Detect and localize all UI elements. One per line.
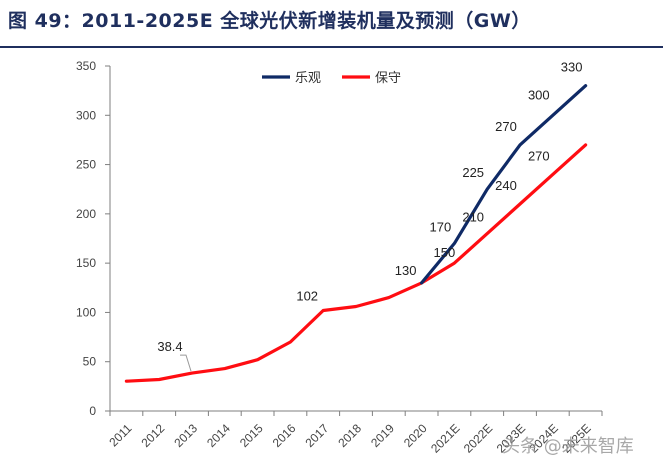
x-tick-label: 2021E <box>428 421 462 455</box>
y-axis-ticks: 0 50 100 150 200 250 300 350 <box>76 59 110 418</box>
data-label: 130 <box>395 263 417 278</box>
data-label: 225 <box>462 165 484 180</box>
data-label: 102 <box>296 288 318 303</box>
data-label: 210 <box>462 210 484 225</box>
x-tick-label: 2016 <box>270 421 299 450</box>
x-tick-label: 2019 <box>368 421 397 450</box>
y-tick-label: 350 <box>76 59 96 73</box>
y-tick-label: 50 <box>83 355 97 369</box>
chart-axes <box>109 66 602 412</box>
x-tick-label: 2013 <box>171 421 200 450</box>
x-tick-label: 2014 <box>204 421 233 450</box>
data-label: 150 <box>434 245 456 260</box>
data-label: 170 <box>430 219 452 234</box>
y-tick-label: 200 <box>76 207 96 221</box>
chart-legend: 乐观 保守 <box>262 70 401 85</box>
data-label: 300 <box>528 87 550 102</box>
x-tick-label: 2022E <box>461 421 495 455</box>
x-tick-label: 2017 <box>303 421 332 450</box>
y-tick-label: 0 <box>89 404 96 418</box>
data-label: 38.4 <box>157 339 182 354</box>
legend-label: 乐观 <box>295 70 321 85</box>
y-tick-label: 250 <box>76 158 96 172</box>
y-tick-label: 100 <box>76 305 96 319</box>
series-line <box>420 84 588 285</box>
x-tick-label: 2015 <box>237 421 266 450</box>
data-label: 330 <box>561 60 583 75</box>
data-label: 240 <box>495 178 517 193</box>
x-tick-label: 2012 <box>139 421 168 450</box>
series-line <box>124 143 588 383</box>
legend-label: 保守 <box>375 70 401 85</box>
data-label: 270 <box>528 148 550 163</box>
x-tick-label: 2011 <box>106 421 134 449</box>
x-tick-label: 2020 <box>401 421 430 450</box>
data-labels: 170 225 270 300 330 38.4 102 130 150 210 240 270 <box>157 60 583 372</box>
x-tick-label: 2018 <box>335 421 364 450</box>
chart-series <box>124 84 588 383</box>
watermark: 头条 @未来智库 <box>502 436 634 457</box>
title-divider <box>0 46 663 48</box>
label-leader-line <box>180 354 192 372</box>
y-tick-label: 300 <box>76 108 96 122</box>
data-label: 270 <box>495 119 517 134</box>
chart-title: 图 49：2011-2025E 全球光伏新增装机量及预测（GW） <box>8 10 531 32</box>
y-tick-label: 150 <box>76 256 96 270</box>
